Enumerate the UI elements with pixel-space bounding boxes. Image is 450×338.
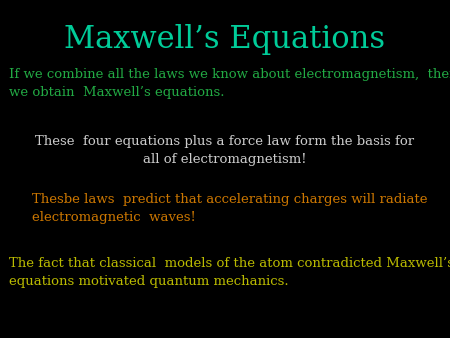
Text: The fact that classical  models of the atom contradicted Maxwell’s
equations mot: The fact that classical models of the at…: [9, 257, 450, 288]
Text: Thesbe laws  predict that accelerating charges will radiate
electromagnetic  wav: Thesbe laws predict that accelerating ch…: [32, 193, 427, 224]
Text: These  four equations plus a force law form the basis for
all of electromagnetis: These four equations plus a force law fo…: [36, 135, 414, 166]
Text: Maxwell’s Equations: Maxwell’s Equations: [64, 24, 386, 55]
Text: If we combine all the laws we know about electromagnetism,  then
we obtain  Maxw: If we combine all the laws we know about…: [9, 68, 450, 99]
